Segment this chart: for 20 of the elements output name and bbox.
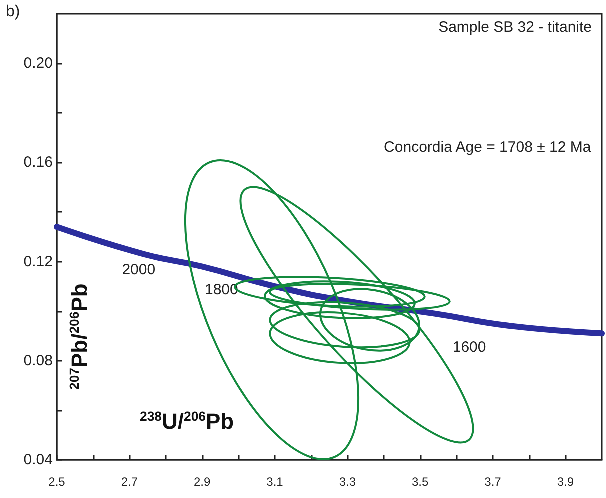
chart-title: b)	[6, 4, 20, 20]
x-tick-label: 3.5	[412, 475, 429, 489]
annotation: 1600	[452, 338, 486, 356]
annotation: 2000	[122, 261, 156, 278]
y-tick-label: 0.12	[24, 253, 53, 270]
annotation: Sample SB 32 - titanite	[438, 19, 592, 36]
annotation: 1800	[205, 282, 238, 299]
x-tick-label: 3.7	[484, 475, 502, 489]
x-tick-label: 3.3	[339, 475, 356, 489]
y-tick-label: 0.04	[24, 452, 53, 468]
y-tick-label: 0.20	[24, 55, 53, 72]
y-tick-label: 0.08	[24, 352, 53, 370]
x-tick-label: 3.9	[557, 475, 574, 489]
x-tick-label: 2.9	[194, 475, 211, 489]
y-tick-label: 0.16	[24, 154, 53, 172]
annotation: Concordia Age = 1708 ± 12 Ma	[384, 139, 592, 156]
y-axis-title: 207Pb/206Pb	[66, 284, 92, 390]
x-tick-label: 3.1	[266, 475, 284, 489]
x-tick-label: 2.7	[121, 475, 138, 489]
x-tick-label: 2.5	[48, 475, 66, 489]
